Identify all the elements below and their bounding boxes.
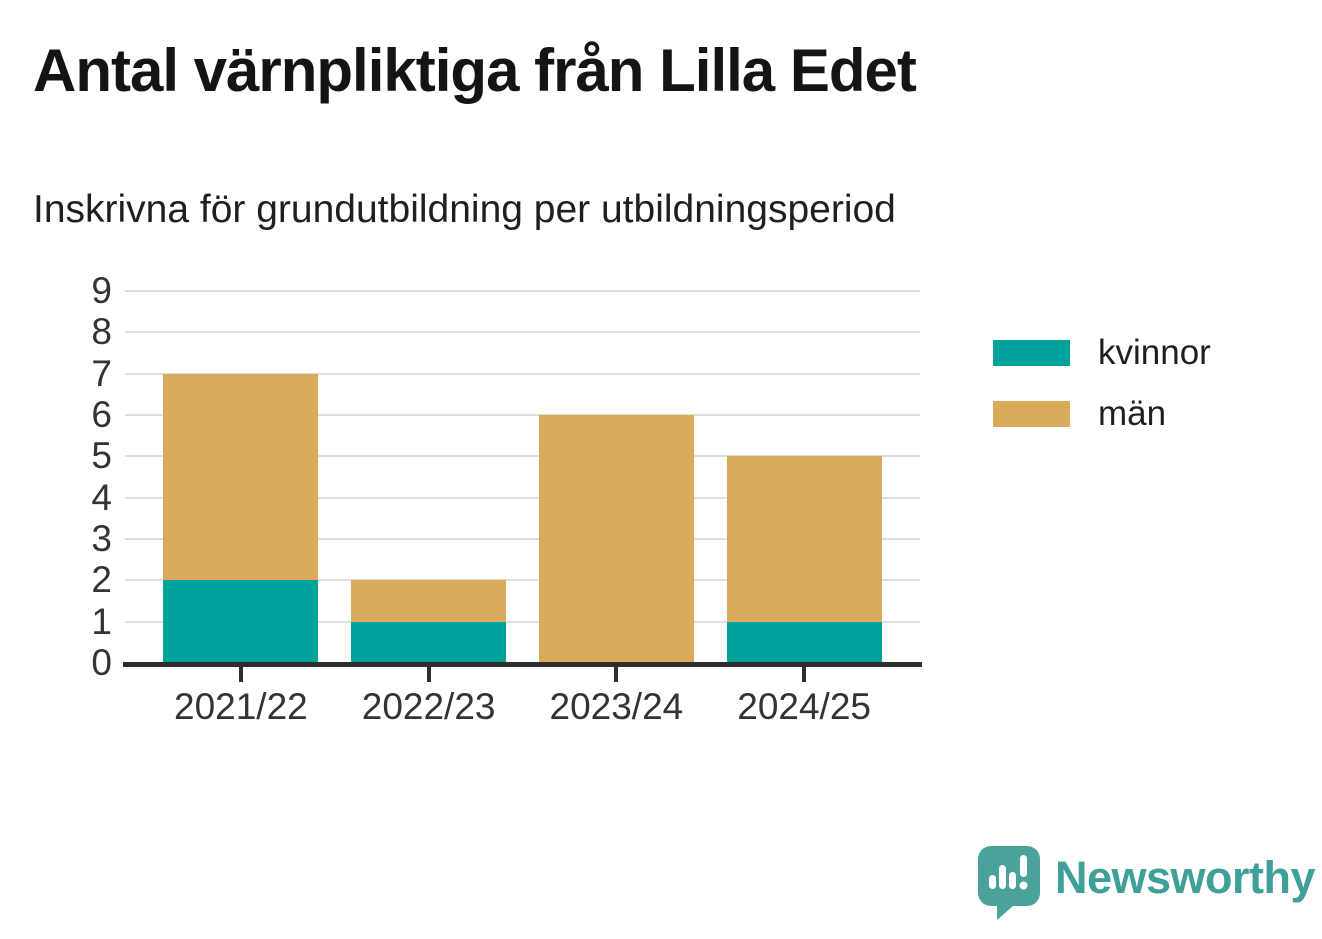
bar-segment-kvinnor-2024/25 [726, 621, 882, 663]
legend-item-män: män [993, 394, 1211, 434]
x-axis-tick-label: 2021/22 [174, 686, 308, 727]
bar-segment-kvinnor-2021/22 [163, 580, 319, 663]
legend: kvinnor män [993, 333, 1211, 434]
y-axis-tick-label: 7 [91, 352, 112, 394]
newsworthy-logo-icon [978, 846, 1040, 920]
x-axis-tick [426, 667, 431, 682]
y-axis-tick-label: 9 [91, 270, 112, 311]
x-axis-tick [614, 667, 619, 682]
gridline [125, 620, 920, 623]
chart-title: Antal värnpliktiga från Lilla Edet [33, 37, 917, 104]
chart-subtitle: Inskrivna för grundutbildning per utbild… [33, 188, 896, 231]
gridline [125, 290, 920, 292]
bar-segment-män-2023/24 [538, 415, 694, 663]
plot-area [125, 290, 920, 663]
legend-swatch [993, 340, 1070, 366]
gridline [125, 372, 920, 375]
x-axis-tick [802, 667, 807, 682]
y-axis-tick-label: 6 [91, 394, 112, 435]
y-axis-tick-label: 1 [91, 600, 112, 642]
legend-item-kvinnor: kvinnor [993, 333, 1211, 373]
gridline [125, 579, 920, 582]
legend-label: män [1098, 394, 1167, 433]
x-axis-tick [238, 667, 243, 682]
bar-segment-män-2021/22 [163, 373, 319, 581]
gridline [125, 538, 920, 540]
x-axis-line [123, 662, 922, 667]
gridline [125, 331, 920, 334]
gridline [125, 496, 920, 499]
bar-segment-kvinnor-2022/23 [351, 621, 507, 663]
x-axis-tick-label: 2022/23 [361, 686, 496, 727]
bar-segment-män-2024/25 [726, 456, 882, 622]
brand-footer: Newsworthy [977, 845, 1316, 921]
y-axis-tick-label: 0 [91, 642, 112, 683]
gridline [125, 414, 920, 416]
legend-swatch [993, 401, 1070, 427]
gridline [125, 455, 920, 458]
y-axis-tick-label: 8 [91, 311, 112, 353]
x-axis-tick-label: 2024/25 [737, 686, 871, 727]
y-axis-tick-label: 4 [91, 476, 112, 518]
y-axis-tick-label: 2 [91, 559, 112, 601]
y-axis-tick-label: 3 [91, 518, 112, 559]
x-axis-tick-label: 2023/24 [549, 686, 684, 727]
brand-name: Newsworthy [1055, 852, 1316, 903]
y-axis-tick-label: 5 [91, 435, 112, 477]
legend-label: kvinnor [1098, 333, 1211, 372]
bar-segment-män-2022/23 [351, 580, 507, 622]
